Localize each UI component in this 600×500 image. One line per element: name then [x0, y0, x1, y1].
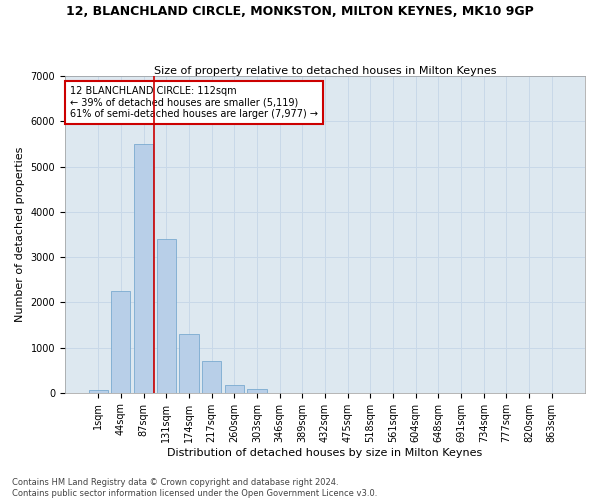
Bar — [179, 334, 199, 392]
Text: Contains HM Land Registry data © Crown copyright and database right 2024.
Contai: Contains HM Land Registry data © Crown c… — [12, 478, 377, 498]
Bar — [224, 386, 244, 392]
Text: 12, BLANCHLAND CIRCLE, MONKSTON, MILTON KEYNES, MK10 9GP: 12, BLANCHLAND CIRCLE, MONKSTON, MILTON … — [66, 5, 534, 18]
Bar — [157, 239, 176, 392]
Bar — [89, 390, 108, 392]
Title: Size of property relative to detached houses in Milton Keynes: Size of property relative to detached ho… — [154, 66, 496, 76]
Text: 12 BLANCHLAND CIRCLE: 112sqm
← 39% of detached houses are smaller (5,119)
61% of: 12 BLANCHLAND CIRCLE: 112sqm ← 39% of de… — [70, 86, 318, 119]
Bar — [202, 361, 221, 392]
Y-axis label: Number of detached properties: Number of detached properties — [15, 147, 25, 322]
Bar — [111, 291, 130, 392]
X-axis label: Distribution of detached houses by size in Milton Keynes: Distribution of detached houses by size … — [167, 448, 482, 458]
Bar — [247, 388, 266, 392]
Bar — [134, 144, 153, 392]
